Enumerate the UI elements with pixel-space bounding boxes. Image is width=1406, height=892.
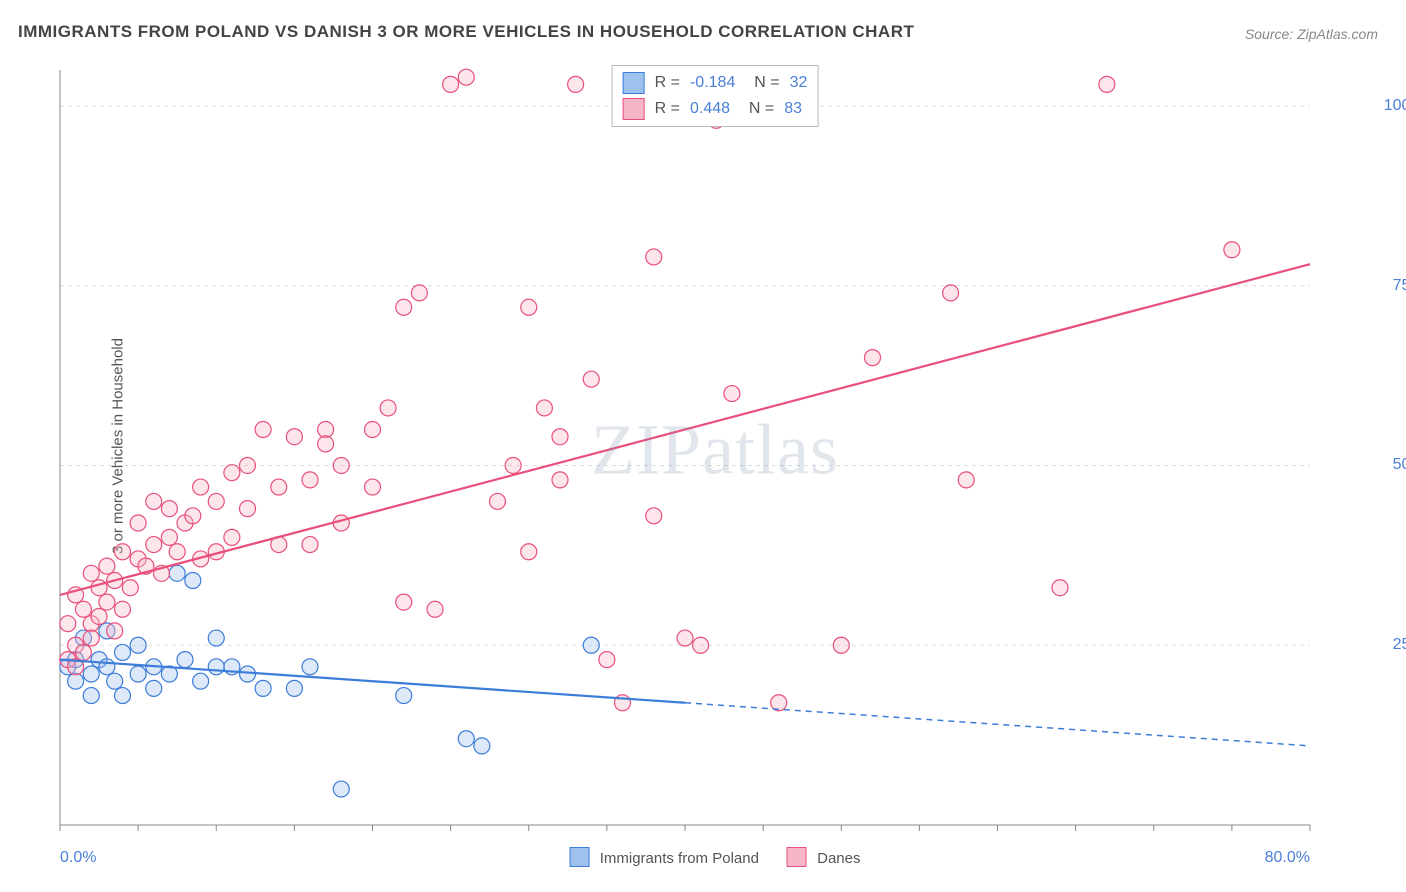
- stat-n-value-danes: 83: [784, 100, 802, 118]
- chart-svg: [50, 65, 1380, 835]
- legend-label-danes: Danes: [817, 850, 860, 867]
- legend-item-poland: Immigrants from Poland: [570, 847, 759, 867]
- swatch-poland-icon: [623, 72, 645, 94]
- swatch-danes-icon: [787, 847, 807, 867]
- swatch-poland-icon: [570, 847, 590, 867]
- scatter-plot-area: ZIPatlas R = -0.184 N = 32 R = 0.448 N =…: [50, 65, 1380, 835]
- x-tick-label: 80.0%: [1265, 849, 1310, 867]
- stat-r-value-danes: 0.448: [690, 100, 730, 118]
- stat-r-value-poland: -0.184: [690, 74, 735, 92]
- swatch-danes-icon: [623, 98, 645, 120]
- stat-r-label: R =: [655, 74, 680, 92]
- chart-title: IMMIGRANTS FROM POLAND VS DANISH 3 OR MO…: [18, 22, 914, 42]
- legend-bottom: Immigrants from Poland Danes: [570, 847, 861, 867]
- stats-row-danes: R = 0.448 N = 83: [623, 96, 808, 122]
- stat-n-value-poland: 32: [790, 74, 808, 92]
- legend-label-poland: Immigrants from Poland: [600, 850, 759, 867]
- stats-row-poland: R = -0.184 N = 32: [623, 70, 808, 96]
- legend-item-danes: Danes: [787, 847, 861, 867]
- stat-n-label: N =: [740, 100, 774, 118]
- y-tick-label: 75.0%: [1393, 277, 1406, 295]
- y-tick-label: 25.0%: [1393, 636, 1406, 654]
- y-tick-label: 50.0%: [1393, 456, 1406, 474]
- source-attribution: Source: ZipAtlas.com: [1245, 26, 1378, 42]
- x-tick-label: 0.0%: [60, 849, 96, 867]
- stat-r-label: R =: [655, 100, 680, 118]
- stat-n-label: N =: [745, 74, 779, 92]
- y-tick-label: 100.0%: [1384, 97, 1406, 115]
- stats-legend-box: R = -0.184 N = 32 R = 0.448 N = 83: [612, 65, 819, 127]
